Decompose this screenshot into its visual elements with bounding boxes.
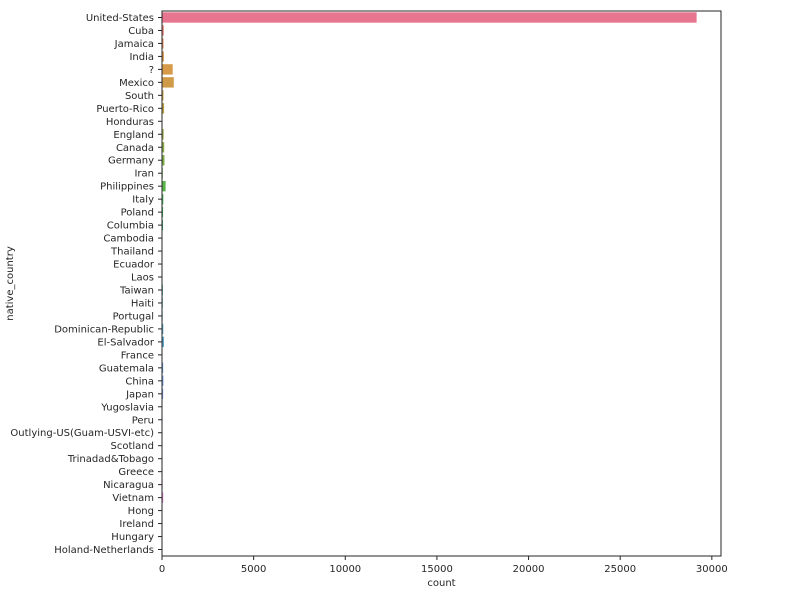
bar-5 <box>162 77 174 88</box>
bar-10 <box>162 142 165 153</box>
bar-1 <box>162 25 164 36</box>
y-tick-label: Canada <box>116 143 154 154</box>
y-tick-label: Puerto-Rico <box>96 104 154 115</box>
bar-24 <box>162 323 164 335</box>
bar-15 <box>162 206 164 218</box>
x-tick-label: 5000 <box>241 564 266 575</box>
bar-9 <box>162 129 164 140</box>
y-tick-label: Holand-Netherlands <box>54 545 154 556</box>
y-tick-label: Thailand <box>110 247 154 258</box>
y-tick-label: Ecuador <box>113 260 155 271</box>
bars-group <box>162 12 697 555</box>
y-tick-label: Germany <box>108 156 154 167</box>
y-tick-label: Taiwan <box>119 285 154 296</box>
bar-11 <box>162 155 165 166</box>
y-tick-label: Nicaragua <box>103 480 154 491</box>
x-tick-label: 15000 <box>421 564 453 575</box>
y-tick-label: Italy <box>132 195 154 206</box>
y-tick-label: Philippines <box>100 182 154 193</box>
y-tick-label: Iran <box>134 169 154 180</box>
bar-28 <box>162 375 164 387</box>
bar-14 <box>162 193 164 205</box>
y-tick-label: England <box>113 130 154 141</box>
y-tick-label: Cuba <box>128 26 154 37</box>
bar-2 <box>162 38 164 49</box>
bar-7 <box>162 103 165 114</box>
y-tick-label: India <box>129 52 154 63</box>
y-tick-label: Trinadad&Tobago <box>67 454 154 465</box>
bar-25 <box>162 336 164 348</box>
y-tick-label: Portugal <box>113 311 154 322</box>
y-tick-label: Honduras <box>106 117 154 128</box>
y-tick-label: Poland <box>121 208 154 219</box>
y-tick-label: Vietnam <box>112 493 154 504</box>
y-tick-label: Japan <box>125 389 154 400</box>
x-axis-label: count <box>427 578 455 589</box>
bar-16 <box>162 219 164 231</box>
y-tick-label: Hong <box>128 506 154 517</box>
bar-4 <box>162 64 173 75</box>
bar-6 <box>162 90 164 101</box>
y-tick-label: Yugoslavia <box>100 402 154 413</box>
y-tick-label: Ireland <box>119 519 154 530</box>
x-tick-label: 25000 <box>604 564 636 575</box>
x-tick-label: 20000 <box>513 564 545 575</box>
bar-13 <box>162 180 166 192</box>
x-tick-label: 0 <box>159 564 165 575</box>
y-tick-label: Hungary <box>111 532 154 543</box>
y-tick-label: El-Salvador <box>97 337 154 348</box>
y-tick-label: Columbia <box>107 221 154 232</box>
bar-27 <box>162 362 164 374</box>
bar-37 <box>162 492 164 503</box>
y-axis: United-States Cuba Jamaica India? Mexico Sout… <box>10 13 162 556</box>
bar-29 <box>162 388 164 399</box>
y-tick-label: Laos <box>131 273 154 284</box>
y-tick-label: Dominican-Republic <box>54 324 154 335</box>
y-tick-label: ? <box>149 65 154 76</box>
y-tick-label: Peru <box>132 415 154 426</box>
x-tick-label: 30000 <box>696 564 728 575</box>
y-tick-label: Haiti <box>131 298 154 309</box>
y-tick-label: France <box>121 350 154 361</box>
bar-3 <box>162 51 164 62</box>
y-tick-label: China <box>125 376 154 387</box>
x-tick-label: 10000 <box>329 564 361 575</box>
y-tick-label: Outlying-US(Guam-USVI-etc) <box>10 428 154 439</box>
bar-0 <box>162 12 697 23</box>
y-tick-label: Scotland <box>111 441 154 452</box>
plot-frame <box>161 10 722 557</box>
y-tick-label: Greece <box>118 467 154 478</box>
y-axis-label: native_country <box>5 246 16 321</box>
y-tick-label: Guatemala <box>99 363 154 374</box>
y-tick-label: Mexico <box>119 78 154 89</box>
y-tick-label: United-States <box>86 13 154 24</box>
y-tick-label: South <box>125 91 154 102</box>
x-axis: 0 5000 10000 15000 20000 25000 30000 <box>159 556 728 575</box>
y-tick-label: Jamaica <box>114 39 154 50</box>
y-tick-label: Cambodia <box>103 234 154 245</box>
